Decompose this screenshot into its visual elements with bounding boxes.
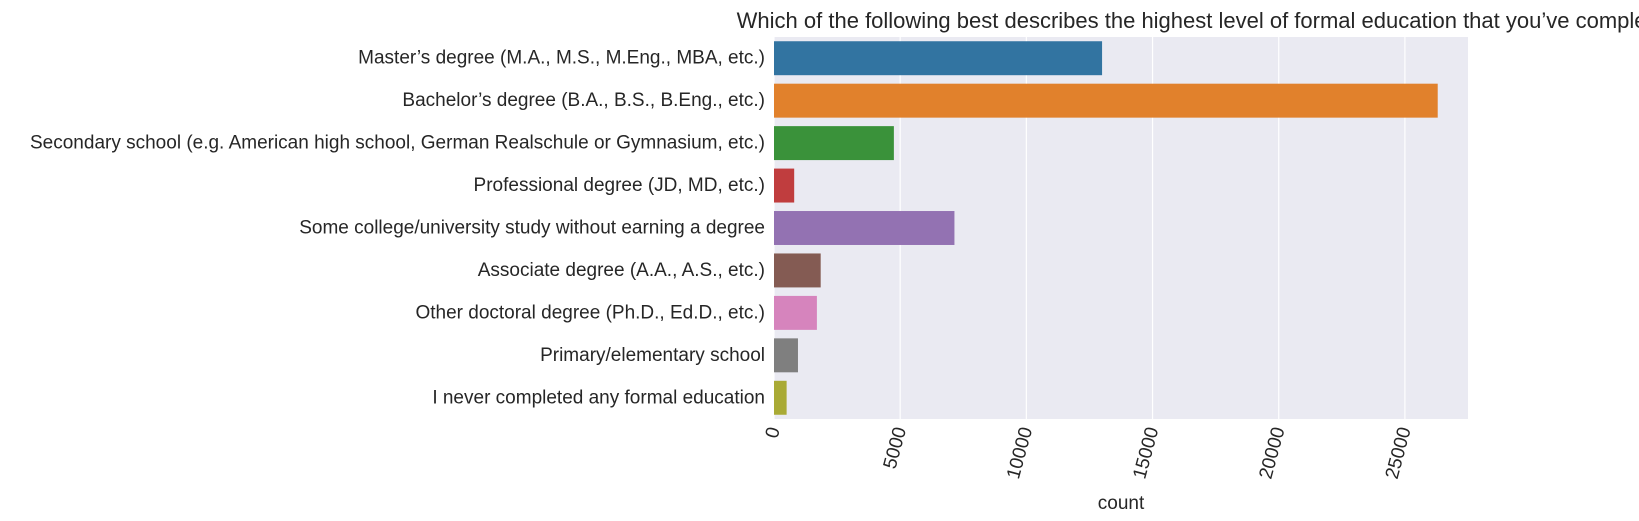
bar-1 <box>774 83 1438 118</box>
x-tick-label-5: 25000 <box>1382 425 1416 481</box>
category-label-6: Other doctoral degree (Ph.D., Ed.D., etc… <box>415 302 765 323</box>
bar-8 <box>774 380 787 415</box>
category-label-8: I never completed any formal education <box>432 387 765 408</box>
category-label-1: Bachelor’s degree (B.A., B.S., B.Eng., e… <box>402 90 765 111</box>
category-label-4: Some college/university study without ea… <box>299 218 765 239</box>
x-axis-label: count <box>1098 493 1145 514</box>
bar-7 <box>774 338 798 373</box>
x-tick-label-1: 5000 <box>880 425 911 471</box>
bar-2 <box>774 126 894 161</box>
bar-6 <box>774 295 817 330</box>
category-label-5: Associate degree (A.A., A.S., etc.) <box>478 260 765 281</box>
bars <box>774 41 1438 415</box>
bar-0 <box>774 41 1103 76</box>
category-label-3: Professional degree (JD, MD, etc.) <box>474 175 765 196</box>
x-tick-label-4: 20000 <box>1256 425 1290 481</box>
x-tick-label-3: 15000 <box>1129 425 1163 481</box>
x-tick-labels: 0 5000 10000 15000 20000 25000 <box>762 425 1416 481</box>
chart-title: Which of the following best describes th… <box>737 8 1639 33</box>
bar-3 <box>774 168 795 203</box>
category-label-2: Secondary school (e.g. American high sch… <box>30 133 765 154</box>
x-tick-label-0: 0 <box>762 425 785 441</box>
bar-5 <box>774 253 821 288</box>
category-labels: Master’s degree (M.A., M.S., M.Eng., MBA… <box>30 48 765 409</box>
x-tick-label-2: 10000 <box>1003 425 1037 481</box>
category-label-7: Primary/elementary school <box>540 345 765 366</box>
bar-4 <box>774 211 955 245</box>
category-label-0: Master’s degree (M.A., M.S., M.Eng., MBA… <box>358 48 765 69</box>
